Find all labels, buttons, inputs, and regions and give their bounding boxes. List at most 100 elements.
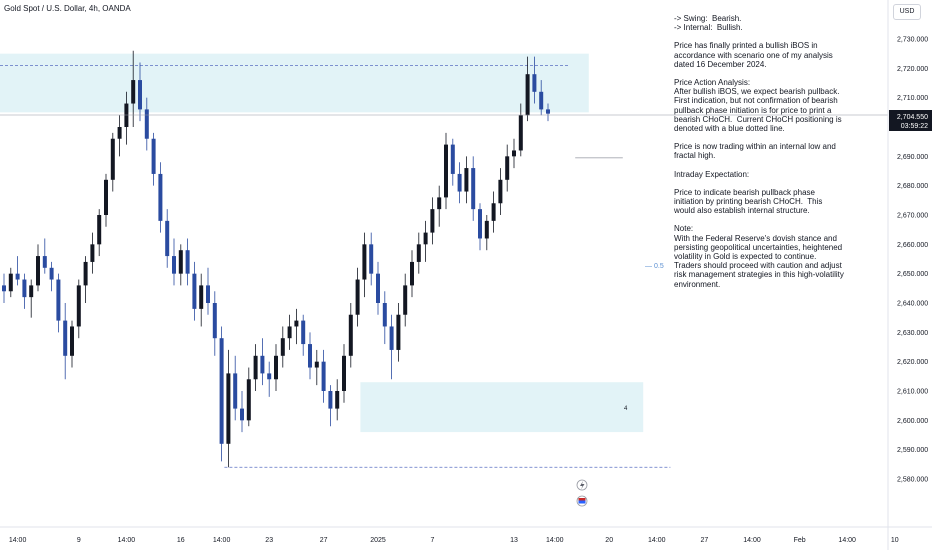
- candle-body: [396, 314, 401, 350]
- candle-body: [253, 355, 258, 380]
- candle-body: [267, 373, 272, 380]
- candle-body: [110, 138, 115, 180]
- candle-body: [464, 168, 469, 192]
- y-tick-label: 2,710.000: [897, 95, 928, 102]
- candle-body: [444, 144, 448, 198]
- candle-body: [15, 273, 20, 280]
- x-tick-label: 14:00: [743, 537, 761, 544]
- note-paragraph: Price is now trading within an internal …: [674, 142, 839, 161]
- candle-body: [280, 338, 285, 356]
- candle-body: [437, 197, 442, 210]
- candle-body: [246, 379, 251, 421]
- candle-body: [233, 373, 238, 409]
- candle-body: [457, 173, 462, 192]
- zone-rect: [360, 382, 644, 433]
- candle-body: [410, 261, 414, 286]
- candle-body: [491, 203, 496, 221]
- candlesticks: [2, 50, 550, 468]
- x-tick-label: 27: [320, 537, 328, 544]
- candle-body: [70, 326, 74, 356]
- candle-body: [416, 244, 421, 262]
- x-tick-label: 20: [605, 537, 613, 544]
- lightning-icon[interactable]: [576, 479, 588, 491]
- candle-body: [185, 250, 190, 274]
- y-tick-label: 2,680.000: [897, 183, 928, 190]
- candle-body: [212, 303, 217, 339]
- y-tick-label: 2,630.000: [897, 330, 928, 337]
- candle-body: [144, 109, 149, 139]
- candle-body: [314, 361, 319, 368]
- price-tag-background: [889, 110, 932, 131]
- x-tick-label: 27: [701, 537, 709, 544]
- candle-body: [335, 391, 340, 409]
- flag-icon[interactable]: [576, 495, 588, 507]
- candle-body: [29, 285, 34, 298]
- y-tick-label: 2,720.000: [897, 66, 928, 73]
- candle-body: [512, 150, 516, 157]
- candle-body: [321, 361, 326, 391]
- candle-body: [151, 138, 156, 174]
- y-tick-label: 2,600.000: [897, 418, 928, 425]
- candle-body: [206, 285, 210, 303]
- candle-body: [301, 320, 306, 345]
- analysis-notes: -> Swing: Bearish. -> Internal: Bullish.…: [674, 14, 844, 289]
- note-paragraph: Price has finally printed a bullish iBOS…: [674, 41, 835, 69]
- candle-body: [2, 285, 6, 292]
- candle-body: [430, 209, 435, 233]
- candle-body: [226, 373, 231, 444]
- x-axis[interactable]: 14:00 9 14:00 16 14:00 23 27 2025 7 13 14:00 20 14:0…: [9, 537, 899, 544]
- y-tick-label: 2,730.000: [897, 37, 928, 44]
- candle-body: [104, 179, 108, 215]
- x-tick-label: 14:00: [118, 537, 136, 544]
- x-tick-label: 9: [77, 537, 81, 544]
- candle-body: [192, 273, 197, 309]
- candle-body: [8, 273, 13, 292]
- candle-body: [178, 250, 183, 274]
- candle-body: [131, 80, 136, 104]
- y-tick-label: 2,590.000: [897, 447, 928, 454]
- price-tag-value: 2,704.550: [897, 114, 928, 121]
- candle-body: [287, 326, 292, 339]
- candle-body: [355, 279, 360, 315]
- candle-body: [423, 232, 428, 245]
- candle-body: [260, 355, 265, 374]
- note-paragraph: -> Swing: Bearish. -> Internal: Bullish.: [674, 14, 743, 33]
- candle-body: [498, 179, 503, 204]
- candle-body: [471, 168, 476, 210]
- candle-body: [328, 391, 333, 409]
- candle-body: [532, 74, 537, 92]
- x-tick-label: Feb: [794, 537, 806, 544]
- zone-label: 4: [624, 406, 628, 412]
- candle-body: [172, 256, 176, 274]
- chart-title: Gold Spot / U.S. Dollar, 4h, OANDA: [4, 4, 131, 13]
- candle-body: [518, 115, 523, 151]
- x-tick-label: 10: [891, 537, 899, 544]
- candle-body: [63, 320, 68, 356]
- y-tick-label: 2,580.000: [897, 477, 928, 484]
- x-tick-label: 14:00: [213, 537, 231, 544]
- x-tick-label: 14:00: [648, 537, 666, 544]
- y-tick-label: 2,610.000: [897, 389, 928, 396]
- annotation-lines: [0, 65, 671, 468]
- candle-body: [240, 408, 244, 421]
- note-paragraph: Price Action Analysis: After bullish iBO…: [674, 78, 842, 134]
- candle-body: [525, 74, 530, 116]
- x-tick-label: 14:00: [546, 537, 564, 544]
- candle-body: [199, 285, 204, 309]
- price-tag-countdown: 03:59:22: [901, 123, 928, 130]
- candle-body: [362, 244, 367, 280]
- y-tick-label: 2,640.000: [897, 301, 928, 308]
- x-tick-label: 7: [430, 537, 434, 544]
- candle-body: [165, 220, 170, 257]
- y-tick-label: 2,660.000: [897, 242, 928, 249]
- zone-rect: [0, 53, 589, 113]
- x-tick-label: 13: [510, 537, 518, 544]
- candle-body: [138, 80, 142, 110]
- currency-button[interactable]: USD: [893, 4, 921, 20]
- fib-dash: —: [645, 263, 652, 270]
- y-axis[interactable]: 2,730.0002,720.0002,710.0002,700.0002,69…: [897, 37, 928, 484]
- candle-body: [90, 244, 95, 262]
- candle-body: [219, 338, 224, 444]
- candle-body: [484, 220, 489, 239]
